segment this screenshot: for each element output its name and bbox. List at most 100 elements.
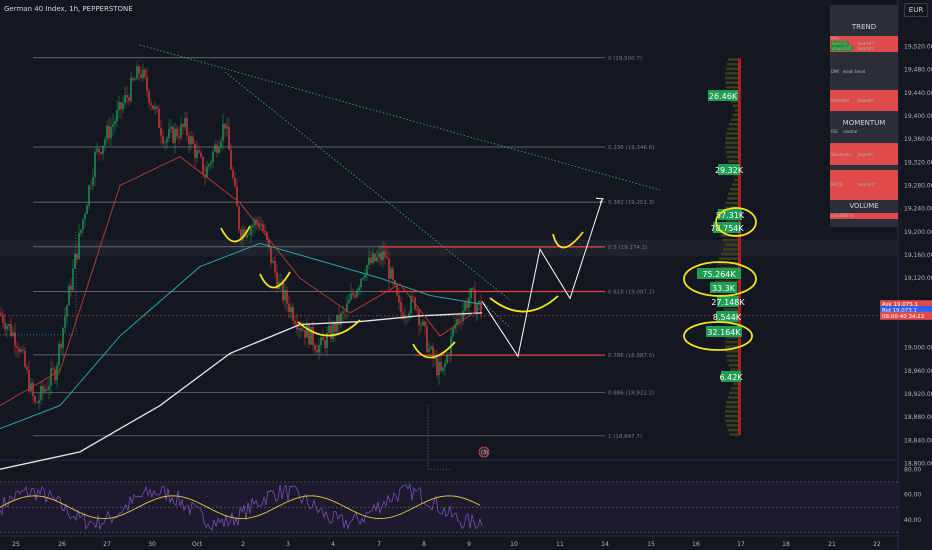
highlight-ellipse <box>683 321 753 351</box>
candle-body <box>396 285 398 296</box>
candle-body <box>428 348 430 352</box>
candle-body <box>26 367 28 371</box>
time-axis-tick: 26 <box>58 541 66 548</box>
volume-profile-bar <box>726 197 740 200</box>
candle-body <box>154 106 156 110</box>
candle-body <box>306 325 308 338</box>
volume-profile-bar <box>733 382 740 385</box>
candle-body <box>66 305 68 317</box>
candle-body <box>18 347 20 352</box>
candle-body <box>242 229 244 241</box>
candle-body <box>456 319 458 325</box>
volume-profile-bar <box>726 220 740 223</box>
event-marker-label: (3) <box>481 450 488 456</box>
candle-body <box>276 272 278 290</box>
candle-body <box>166 138 168 143</box>
volume-profile-bar <box>729 187 740 191</box>
candle-body <box>374 253 376 262</box>
candle-body <box>292 307 294 321</box>
volume-profile-bar <box>726 62 740 66</box>
price-axis-tick: 19,520.00 <box>904 44 932 51</box>
highlight-curve <box>412 341 456 359</box>
volume-profile-label: 26.46K <box>709 92 738 101</box>
candle-body <box>76 254 78 259</box>
volume-profile-bar <box>723 308 740 311</box>
candle-body <box>168 129 170 139</box>
volume-profile-bar <box>725 141 740 145</box>
candle-body <box>90 185 92 186</box>
price-axis-tick: 19,400.00 <box>904 113 932 120</box>
candle-body <box>412 296 414 298</box>
time-axis-tick: 18 <box>782 541 790 548</box>
candle-body <box>434 357 436 360</box>
candle-body <box>398 295 400 303</box>
candle-body <box>118 102 120 110</box>
volume-profile-bar <box>722 238 740 242</box>
candle-body <box>354 294 356 297</box>
candle-body <box>156 106 158 109</box>
candle-body <box>382 251 384 261</box>
rsi-axis-tick: 40.00 <box>904 517 921 524</box>
candle-body <box>390 268 392 279</box>
volume-profile-bar <box>732 113 740 117</box>
volume-profile-label-bg <box>697 268 741 279</box>
candle-body <box>366 265 368 275</box>
candle-body <box>340 313 342 325</box>
price-axis-tick: 18,800.00 <box>904 460 932 467</box>
candle-body <box>284 290 286 301</box>
currency-selector[interactable]: EUR <box>904 3 928 17</box>
candle-body <box>328 325 330 333</box>
candle-body <box>160 128 162 136</box>
candle-body <box>302 330 304 331</box>
candle-body <box>334 323 336 332</box>
candle-body <box>310 327 312 345</box>
candle-body <box>470 287 472 299</box>
candle-body <box>210 162 212 165</box>
candle-body <box>144 69 146 77</box>
volume-profile-label: 33.3K <box>712 284 736 293</box>
ma-slow-line <box>0 312 483 470</box>
volume-profile-bar <box>729 433 740 436</box>
stochastic-row: Stochastic bearish <box>830 143 898 165</box>
time-axis-tick: 30 <box>148 541 156 548</box>
time-axis-tick: 8 <box>422 541 426 548</box>
volume-profile-bar <box>727 396 740 399</box>
candle-body <box>322 337 324 341</box>
highlight-ellipse <box>715 207 757 237</box>
price-axis-tick: 18,880.00 <box>904 414 932 421</box>
volume-profile-bar <box>716 266 740 270</box>
candle-body <box>246 235 248 238</box>
time-axis-tick: 9 <box>467 541 471 548</box>
candle-body <box>452 328 454 337</box>
candle-body <box>128 97 130 102</box>
candle-body <box>80 229 82 234</box>
candle-body <box>208 164 210 167</box>
candle-body <box>62 327 64 348</box>
candle-body <box>262 224 264 231</box>
volume-profile-label: 32.164K <box>707 328 741 337</box>
volume-profile-label-bg <box>710 282 737 293</box>
candle-body <box>174 128 176 143</box>
candle-body <box>64 316 66 328</box>
symbol-title: German 40 Index, 1h, PEPPERSTONE <box>4 5 133 13</box>
candle-body <box>238 206 240 230</box>
candle-body <box>264 230 266 232</box>
candle-body <box>348 299 350 304</box>
candle-body <box>372 253 374 264</box>
candle-body <box>132 78 134 81</box>
volume-profile-label: 27.148K <box>711 298 745 307</box>
candle-body <box>54 369 56 381</box>
candle-body <box>234 177 236 187</box>
candle-body <box>180 124 182 139</box>
candle-body <box>446 355 448 363</box>
candle-body <box>420 325 422 326</box>
volume-profile-bar <box>725 146 740 149</box>
volume-profile-bar <box>725 336 740 339</box>
candle-body <box>438 362 440 376</box>
candle-body <box>228 126 230 150</box>
candle-body <box>362 277 364 280</box>
candle-body <box>186 118 188 136</box>
candle-body <box>102 145 104 154</box>
price-axis-tick: 19,480.00 <box>904 67 932 74</box>
